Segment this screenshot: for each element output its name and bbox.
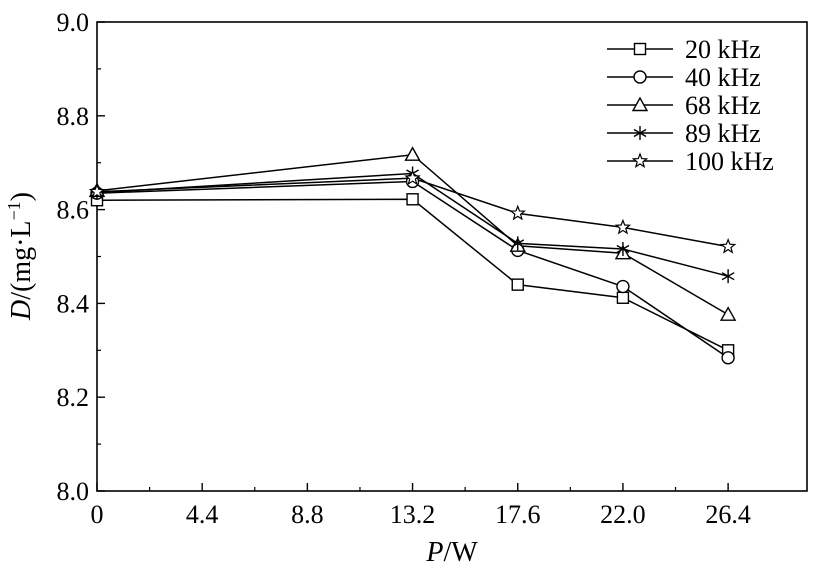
legend-marker bbox=[633, 126, 647, 140]
data-point bbox=[509, 204, 526, 221]
x-axis-title-symbol: P bbox=[425, 537, 443, 568]
series-markers-square bbox=[90, 193, 735, 357]
x-tick-label: 22.0 bbox=[600, 500, 646, 529]
legend-label: 100 kHz bbox=[685, 147, 774, 176]
y-tick-label: 9.0 bbox=[57, 8, 90, 37]
series-line bbox=[96, 177, 729, 248]
series-square bbox=[96, 198, 729, 351]
x-axis: 0 4.4 8.8 13.2 17.6 22.0 26.4 bbox=[91, 483, 751, 529]
y-axis: 8.0 8.2 8.4 8.6 8.8 9.0 bbox=[57, 8, 105, 506]
series-line bbox=[96, 172, 729, 277]
series-layer bbox=[88, 146, 737, 365]
legend-item: 100 kHz bbox=[607, 147, 774, 176]
y-axis-title-unit: /(mg·L bbox=[6, 220, 37, 299]
data-point bbox=[511, 278, 524, 291]
y-tick-label: 8.4 bbox=[57, 289, 90, 318]
legend-marker bbox=[631, 96, 649, 112]
series-markers-star bbox=[88, 169, 737, 254]
legend-item: 68 kHz bbox=[607, 91, 761, 120]
x-tick-label: 17.6 bbox=[495, 500, 541, 529]
series-line bbox=[96, 198, 729, 351]
x-tick-label: 8.8 bbox=[291, 500, 324, 529]
data-point bbox=[721, 351, 735, 365]
data-point bbox=[511, 236, 525, 251]
data-point-stroke bbox=[616, 244, 630, 254]
series-circle bbox=[96, 180, 729, 359]
data-point bbox=[719, 237, 737, 254]
x-axis-title: P/W bbox=[425, 537, 478, 568]
legend-marker bbox=[633, 42, 647, 56]
data-point bbox=[719, 306, 737, 321]
legend-marker bbox=[633, 70, 647, 84]
legend-label: 68 kHz bbox=[685, 91, 761, 120]
y-tick-label: 8.0 bbox=[57, 477, 90, 506]
legend-label: 40 kHz bbox=[685, 63, 761, 92]
legend-label: 89 kHz bbox=[685, 119, 761, 148]
y-axis-title-symbol: D bbox=[6, 300, 37, 321]
y-tick-label: 8.6 bbox=[57, 196, 90, 225]
legend-marker-stroke bbox=[633, 128, 647, 138]
legend-item: 20 kHz bbox=[607, 35, 761, 64]
data-point bbox=[616, 241, 630, 256]
x-tick-label: 4.4 bbox=[186, 500, 219, 529]
legend-item: 89 kHz bbox=[607, 119, 761, 148]
x-tick-label: 26.4 bbox=[705, 500, 751, 529]
data-point bbox=[404, 169, 421, 186]
data-point-stroke bbox=[721, 272, 735, 281]
data-point bbox=[406, 193, 419, 206]
y-axis-title-close: ) bbox=[6, 192, 37, 201]
data-point bbox=[404, 146, 421, 161]
x-tick-label: 13.2 bbox=[390, 500, 436, 529]
data-point bbox=[614, 218, 632, 235]
legend-marker bbox=[631, 152, 649, 169]
data-point bbox=[88, 183, 106, 199]
series-line bbox=[96, 180, 729, 359]
x-tick-label: 0 bbox=[91, 500, 104, 529]
y-axis-title-exponent: −1 bbox=[4, 201, 24, 220]
data-point bbox=[616, 279, 630, 294]
y-tick-label: 8.8 bbox=[57, 102, 90, 131]
x-axis-title-unit: /W bbox=[443, 537, 478, 568]
series-asterisk bbox=[96, 172, 729, 277]
y-axis-title: D/(mg·L−1) bbox=[4, 192, 37, 321]
legend-label: 20 kHz bbox=[685, 35, 761, 64]
legend-item: 40 kHz bbox=[607, 63, 761, 92]
data-point bbox=[616, 291, 630, 304]
data-point-stroke bbox=[511, 239, 525, 248]
data-point bbox=[721, 269, 735, 284]
series-star bbox=[96, 177, 729, 248]
y-tick-label: 8.2 bbox=[57, 383, 90, 412]
